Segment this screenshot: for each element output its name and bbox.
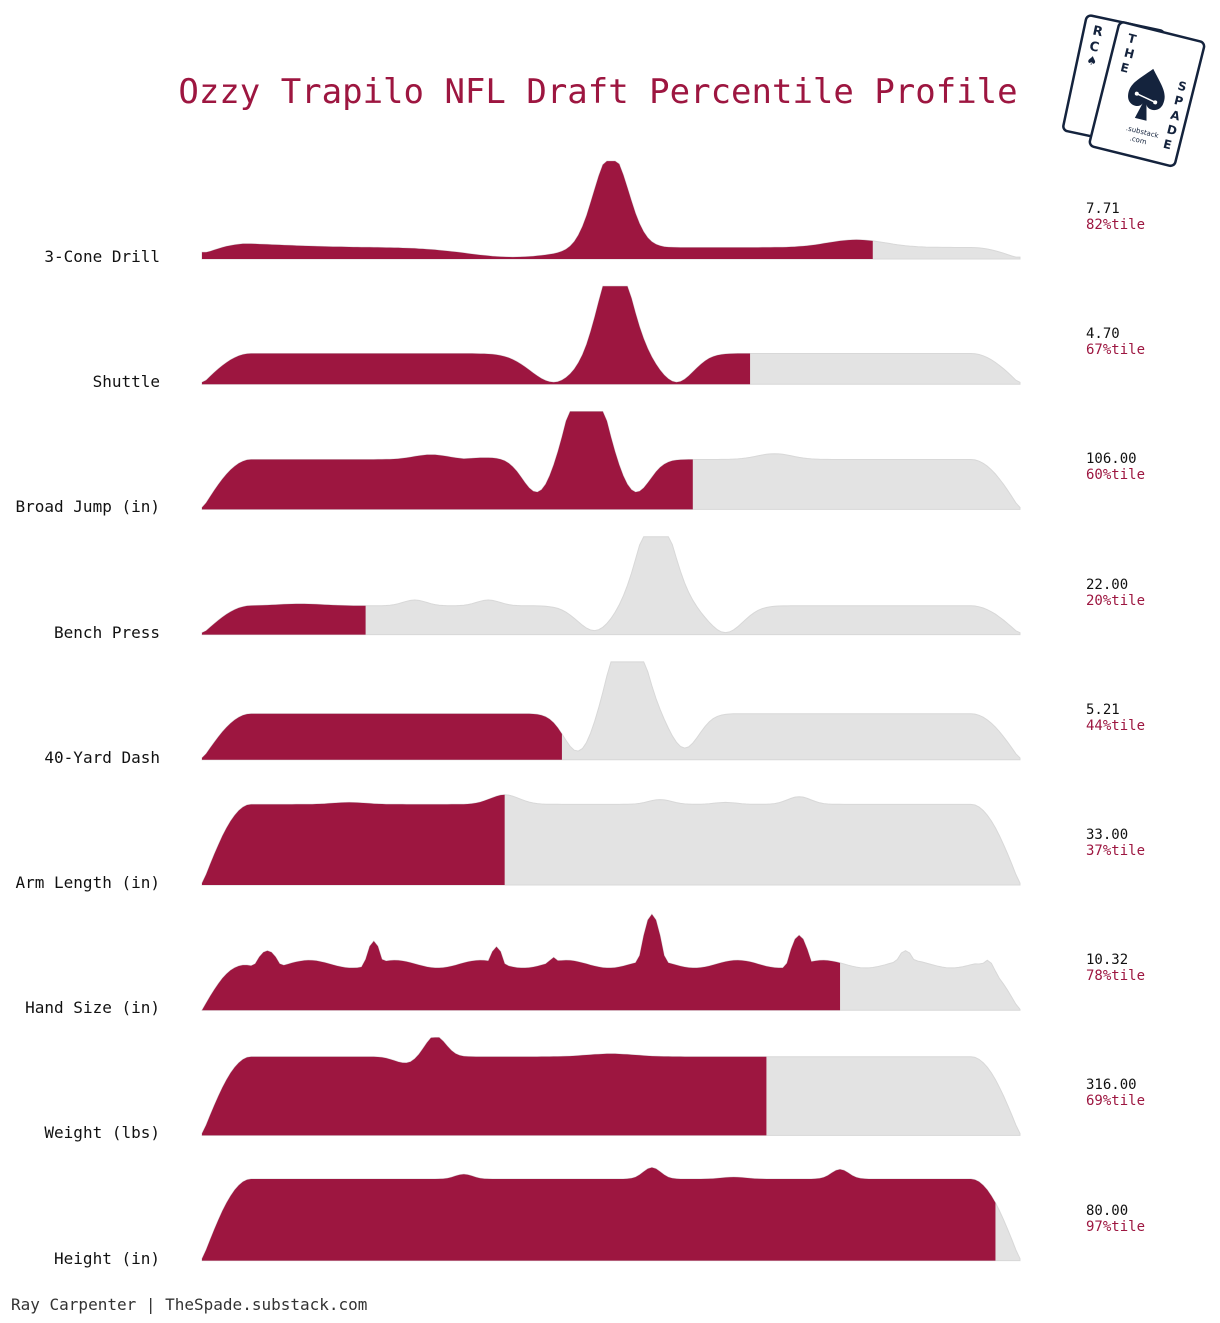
metric-percentile: 67%tile bbox=[1086, 342, 1146, 359]
metric-label: Shuttle bbox=[92, 372, 160, 392]
metric-label: 3-Cone Drill bbox=[44, 247, 160, 266]
percentile-fill bbox=[202, 603, 366, 635]
svg-text:E: E bbox=[1119, 60, 1130, 76]
ridge-9 bbox=[201, 1166, 1021, 1262]
svg-text:S: S bbox=[1176, 79, 1188, 95]
percentile-fill bbox=[202, 713, 562, 760]
metric-label: Arm Length (in) bbox=[15, 873, 161, 892]
metric-value: 316.00 bbox=[1086, 1077, 1137, 1094]
logo-letter-c: C bbox=[1088, 39, 1100, 56]
ridge-6 bbox=[201, 794, 1021, 886]
svg-text:D: D bbox=[1165, 122, 1178, 138]
metric-value: 22.00 bbox=[1086, 576, 1129, 593]
percentile-fill bbox=[202, 914, 841, 1011]
metric-percentile: 82%tile bbox=[1086, 217, 1146, 233]
percentile-fill bbox=[202, 411, 693, 510]
metric-label: Bench Press bbox=[54, 622, 160, 642]
ridge-2 bbox=[201, 285, 1021, 385]
ridge-3 bbox=[201, 411, 1021, 510]
metric-label: 40-Yard Dash bbox=[44, 747, 160, 767]
metric-label: Height (in) bbox=[54, 1248, 160, 1268]
svg-text:E: E bbox=[1162, 137, 1173, 153]
ridge-1 bbox=[201, 160, 1021, 260]
percentile-fill bbox=[202, 1167, 996, 1261]
footer-credit: Ray Carpenter | TheSpade.substack.com bbox=[11, 1295, 368, 1314]
ridge-5 bbox=[201, 661, 1021, 761]
percentile-fill bbox=[202, 794, 505, 885]
metric-value: 5.21 bbox=[1086, 701, 1120, 718]
metric-value: 33.00 bbox=[1086, 827, 1129, 843]
svg-text:A: A bbox=[1169, 108, 1182, 124]
metric-percentile: 78%tile bbox=[1086, 968, 1146, 985]
metric-label: Weight (lbs) bbox=[44, 1123, 160, 1143]
ridge-7 bbox=[201, 913, 1021, 1011]
logo-letter-r: R bbox=[1091, 23, 1104, 40]
metric-percentile: 97%tile bbox=[1086, 1218, 1146, 1235]
metric-value: 106.00 bbox=[1086, 451, 1137, 468]
metric-value: 4.70 bbox=[1086, 326, 1120, 343]
metric-value: 10.32 bbox=[1086, 952, 1129, 969]
metric-value: 7.71 bbox=[1086, 201, 1120, 217]
metric-percentile: 37%tile bbox=[1086, 843, 1146, 859]
metric-label: Hand Size (in) bbox=[25, 998, 160, 1018]
percentile-fill bbox=[202, 286, 751, 385]
metric-percentile: 44%tile bbox=[1086, 717, 1146, 734]
metric-percentile: 20%tile bbox=[1086, 592, 1146, 609]
percentile-fill bbox=[202, 161, 873, 259]
metric-percentile: 60%tile bbox=[1086, 467, 1146, 484]
svg-text:H: H bbox=[1123, 46, 1136, 62]
ridge-4 bbox=[201, 536, 1021, 636]
front-card: T H E .substack .com S P A D E bbox=[1088, 21, 1206, 168]
ridge-8 bbox=[201, 1037, 1021, 1136]
logo-small-spade: ♠ bbox=[1085, 53, 1098, 69]
large-spade-icon bbox=[1128, 68, 1165, 121]
percentile-fill bbox=[202, 1037, 767, 1136]
metric-value: 80.00 bbox=[1086, 1202, 1129, 1219]
metric-percentile: 69%tile bbox=[1086, 1093, 1146, 1110]
svg-text:P: P bbox=[1173, 93, 1185, 109]
svg-text:.com: .com bbox=[1129, 134, 1148, 146]
metric-label: Broad Jump (in) bbox=[15, 497, 161, 517]
the-spade-logo: R C ♠ T H E .substack .com S P A D E bbox=[1062, 14, 1206, 168]
chart-title: Ozzy Trapilo NFL Draft Percentile Profil… bbox=[178, 72, 1018, 112]
